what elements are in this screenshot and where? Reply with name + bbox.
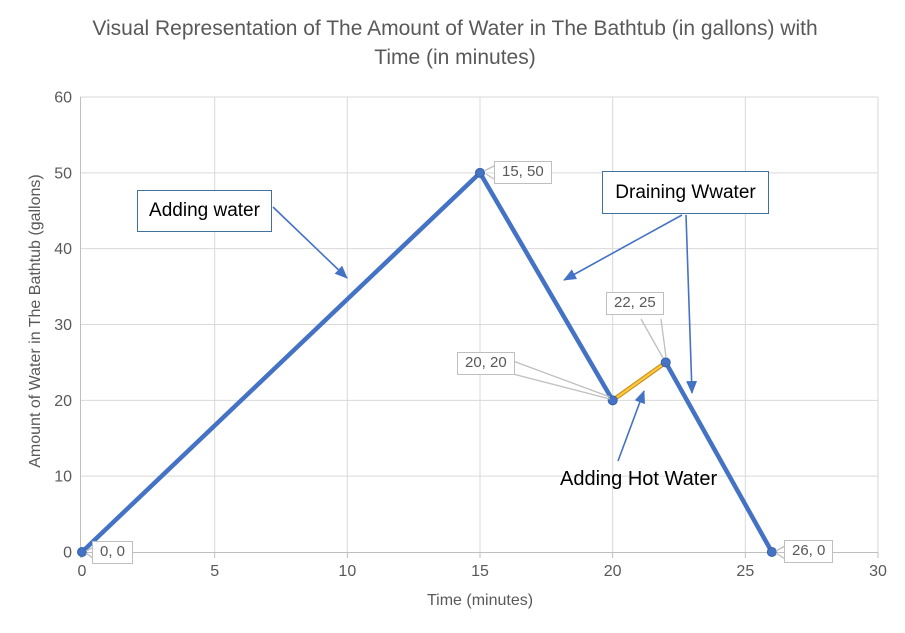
data-point-marker	[607, 395, 618, 406]
y-tick-label: 60	[54, 90, 72, 107]
adding-water-label: Adding water	[149, 200, 260, 221]
data-point-marker	[77, 547, 87, 557]
draining-water-label: Draining Wwater	[615, 181, 756, 203]
gridlines	[78, 96, 879, 558]
data-label-0-0: 0, 0	[92, 541, 134, 564]
x-tick-label: 10	[338, 563, 356, 580]
x-tick-label: 0	[78, 563, 87, 580]
leader-line	[512, 373, 611, 400]
draining-water-arrow-2	[685, 214, 698, 394]
x-tick-label: 20	[604, 563, 622, 580]
annotation-overlay	[85, 165, 786, 560]
series-draining-water-2	[663, 360, 775, 555]
adding-water-callout: Adding water	[137, 190, 272, 232]
label-leader-lines	[85, 165, 786, 560]
y-axis-title: Amount of Water in The Bathtub (gallons)	[27, 174, 44, 468]
data-label-15-50: 15, 50	[494, 161, 552, 184]
x-tick-label: 30	[869, 563, 887, 580]
leader-line	[660, 318, 667, 358]
leader-line	[640, 318, 664, 359]
draining-water-arrow-1	[563, 214, 683, 281]
data-point-marker	[766, 547, 777, 557]
y-tick-label: 40	[54, 241, 72, 258]
y-tick-label: 50	[54, 165, 72, 182]
data-label-26-0: 26, 0	[784, 540, 834, 563]
data-point-marker	[475, 167, 485, 178]
data-series	[77, 167, 777, 557]
leader-line	[775, 552, 786, 560]
data-label-20-20: 20, 20	[457, 352, 515, 375]
chart-title: Visual Representation of The Amount of W…	[92, 17, 818, 69]
y-tick-label: 20	[54, 393, 72, 410]
draining-water-callout: Draining Wwater	[602, 171, 769, 214]
y-tick-label: 10	[54, 469, 72, 486]
leader-line	[775, 545, 786, 552]
tick-labels: 0 10 20 30 40 50 60 0 5 10 15 20 25 30	[54, 90, 887, 581]
adding-water-arrow	[272, 206, 348, 279]
x-tick-label: 25	[736, 563, 754, 580]
y-tick-label: 30	[54, 317, 72, 334]
data-label-22-25: 22, 25	[606, 292, 664, 315]
annotation-arrows	[272, 206, 698, 462]
data-point-marker	[660, 357, 671, 368]
x-tick-label: 15	[471, 563, 489, 580]
series-adding-water	[79, 170, 483, 555]
leader-line	[483, 165, 495, 172]
series-draining-water-1	[477, 170, 615, 403]
adding-hot-water-label: Adding Hot Water	[560, 468, 718, 490]
x-tick-label: 5	[210, 563, 219, 580]
series-adding-hot-water-highlight	[611, 361, 667, 402]
leader-line	[512, 360, 611, 398]
adding-hot-water-arrow	[617, 390, 645, 462]
y-tick-label: 0	[63, 545, 72, 562]
leader-line	[485, 173, 495, 180]
x-axis-title: Time (minutes)	[426, 592, 534, 609]
